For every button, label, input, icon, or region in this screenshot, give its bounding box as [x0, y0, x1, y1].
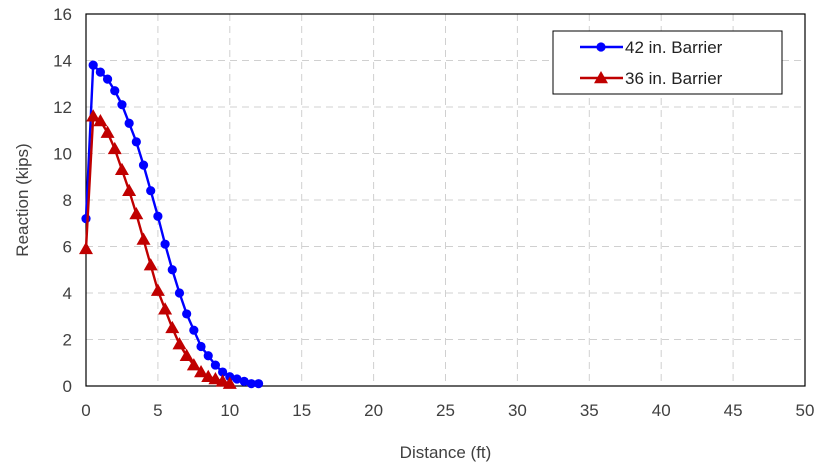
data-point [143, 258, 158, 271]
y-axis-title: Reaction (kips) [13, 143, 32, 256]
x-tick-label: 20 [364, 401, 383, 420]
y-axis-ticks: 0 2 4 6 8 10 12 14 16 [53, 5, 72, 396]
x-tick-label: 5 [153, 401, 162, 420]
y-tick-label: 6 [63, 238, 72, 257]
y-tick-label: 0 [63, 377, 72, 396]
data-point [172, 337, 187, 350]
data-point [174, 288, 185, 298]
y-tick-label: 12 [53, 98, 72, 117]
y-tick-label: 10 [53, 145, 72, 164]
legend-label: 42 in. Barrier [625, 38, 723, 57]
data-point [122, 183, 137, 196]
data-point [222, 376, 237, 389]
data-point [79, 241, 93, 255]
data-point [158, 302, 173, 315]
data-point [179, 348, 194, 362]
x-tick-label: 10 [220, 401, 239, 420]
legend-item-2: 36 in. Barrier [580, 69, 723, 88]
series-layer [79, 60, 264, 389]
data-point [167, 265, 177, 275]
data-point [160, 239, 170, 249]
x-tick-label: 50 [796, 401, 815, 420]
data-point [86, 109, 101, 122]
data-point [189, 325, 199, 335]
data-point [114, 162, 129, 176]
series-1 [81, 60, 264, 389]
y-tick-label: 2 [63, 331, 72, 350]
data-point [203, 351, 213, 361]
x-axis-title: Distance (ft) [400, 443, 492, 462]
legend-marker [594, 71, 608, 84]
data-point [102, 74, 113, 84]
series-line [84, 62, 259, 385]
data-point [196, 341, 206, 352]
x-tick-label: 30 [508, 401, 527, 420]
data-point [246, 379, 256, 389]
data-point [93, 113, 108, 127]
legend-label: 36 in. Barrier [625, 69, 723, 88]
legend-items: 42 in. Barrier 36 in. Barrier [580, 38, 723, 88]
data-point [110, 86, 120, 96]
legend-marker [596, 42, 606, 52]
data-point [165, 320, 180, 334]
x-tick-label: 40 [652, 401, 671, 420]
data-point [81, 214, 91, 224]
data-point [186, 358, 201, 371]
data-point [88, 60, 98, 70]
y-tick-label: 14 [53, 52, 72, 71]
data-point [194, 365, 209, 378]
x-tick-label: 45 [724, 401, 743, 420]
legend-box [552, 30, 783, 95]
data-point [124, 118, 134, 128]
data-point [129, 206, 144, 220]
y-tick-label: 4 [63, 284, 72, 303]
data-point [107, 141, 122, 155]
x-tick-label: 25 [436, 401, 455, 420]
data-point [117, 100, 127, 110]
data-point [136, 232, 151, 245]
data-point [232, 374, 242, 384]
data-point [146, 186, 156, 196]
data-point [239, 376, 249, 386]
data-point [100, 125, 115, 138]
x-axis-ticks: 0 5 10 15 20 25 30 35 40 45 50 [81, 401, 814, 420]
data-point [150, 283, 165, 296]
data-point [210, 360, 221, 370]
data-point [253, 379, 264, 389]
data-point [138, 160, 149, 170]
x-tick-label: 35 [580, 401, 599, 420]
y-tick-label: 16 [53, 5, 72, 24]
x-tick-label: 15 [292, 401, 311, 420]
data-point [131, 137, 141, 147]
series-2 [79, 109, 237, 389]
data-point [182, 309, 192, 319]
data-point [218, 367, 228, 377]
data-point [95, 67, 105, 77]
legend: 42 in. Barrier 36 in. Barrier [552, 30, 783, 95]
y-tick-label: 8 [63, 191, 72, 210]
data-point [153, 211, 163, 221]
x-tick-label: 0 [81, 401, 90, 420]
legend-item-1: 42 in. Barrier [580, 38, 723, 57]
